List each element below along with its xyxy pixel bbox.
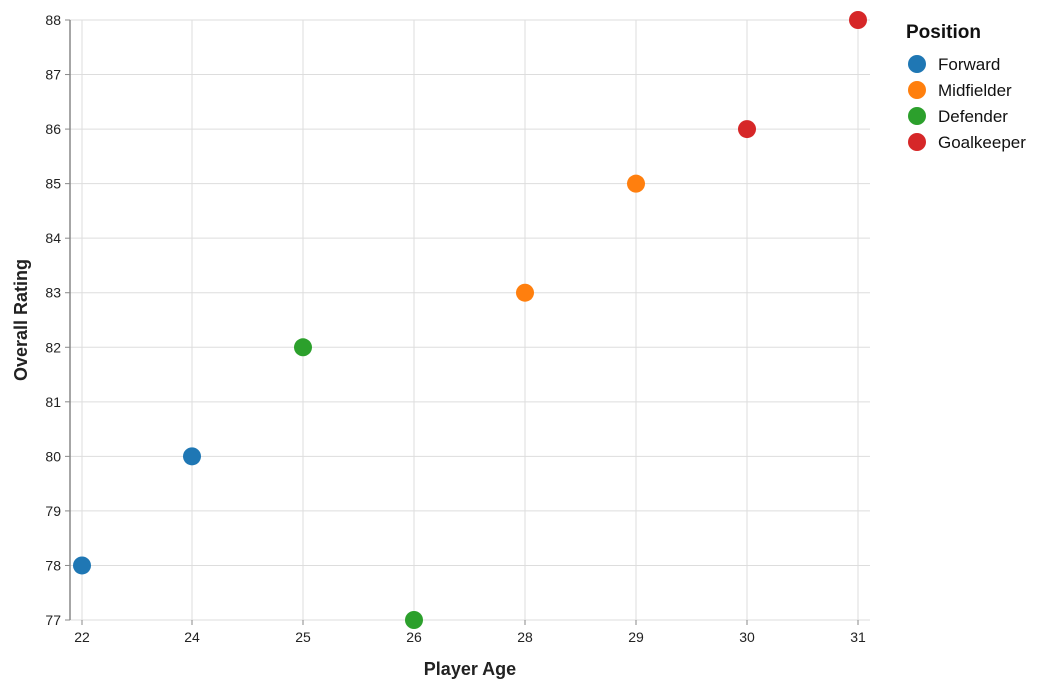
legend-swatch-forward bbox=[908, 55, 926, 73]
x-tick-label: 28 bbox=[517, 629, 533, 645]
x-tick-label: 31 bbox=[850, 629, 866, 645]
data-point-defender bbox=[405, 611, 423, 629]
y-tick-label: 80 bbox=[45, 448, 61, 464]
y-tick-label: 85 bbox=[45, 176, 61, 192]
x-tick-label: 29 bbox=[628, 629, 644, 645]
data-point-defender bbox=[294, 338, 312, 357]
data-point-forward bbox=[73, 556, 91, 575]
y-tick-label: 79 bbox=[45, 503, 61, 519]
axes-layer: 77 78 79 80 81 82 83 84 85 86 87 88 22 24 25 26 28 29 30 31 bbox=[45, 12, 866, 645]
data-point-goalkeeper bbox=[849, 11, 867, 29]
y-tick-label: 83 bbox=[45, 285, 61, 301]
y-tick-label: 81 bbox=[45, 394, 61, 410]
y-tick-label: 82 bbox=[45, 339, 61, 355]
legend-items: Forward Midfielder Defender Goalkeeper bbox=[908, 55, 1026, 152]
y-tick-label: 88 bbox=[45, 12, 61, 28]
data-point-midfielder bbox=[516, 283, 534, 302]
legend-label-goalkeeper: Goalkeeper bbox=[938, 133, 1026, 152]
x-tick-label: 22 bbox=[74, 629, 90, 645]
y-tick-label: 84 bbox=[45, 230, 61, 246]
y-tick-label: 87 bbox=[45, 67, 61, 83]
y-axis-title: Overall Rating bbox=[11, 259, 31, 381]
y-tick-label: 78 bbox=[45, 557, 61, 573]
legend-swatch-goalkeeper bbox=[908, 133, 926, 151]
x-tick-label: 30 bbox=[739, 629, 755, 645]
x-tick-label: 26 bbox=[406, 629, 422, 645]
data-point-midfielder bbox=[627, 174, 645, 193]
legend-label-forward: Forward bbox=[938, 55, 1000, 74]
y-tick-label: 86 bbox=[45, 121, 61, 137]
legend-label-defender: Defender bbox=[938, 107, 1008, 126]
x-axis-title: Player Age bbox=[424, 659, 516, 679]
legend-swatch-defender bbox=[908, 107, 926, 125]
grid-layer bbox=[70, 19, 870, 621]
data-point-forward bbox=[183, 447, 201, 466]
legend-label-midfielder: Midfielder bbox=[938, 81, 1012, 100]
x-tick-label: 25 bbox=[295, 629, 311, 645]
x-tick-label: 24 bbox=[184, 629, 200, 645]
legend-title: Position bbox=[906, 22, 981, 43]
points-layer bbox=[73, 11, 867, 629]
data-point-goalkeeper bbox=[738, 120, 756, 139]
y-tick-label: 77 bbox=[45, 612, 61, 628]
legend-swatch-midfielder bbox=[908, 81, 926, 99]
legend: Position Forward Midfielder Defender Goalke… bbox=[906, 22, 1026, 152]
